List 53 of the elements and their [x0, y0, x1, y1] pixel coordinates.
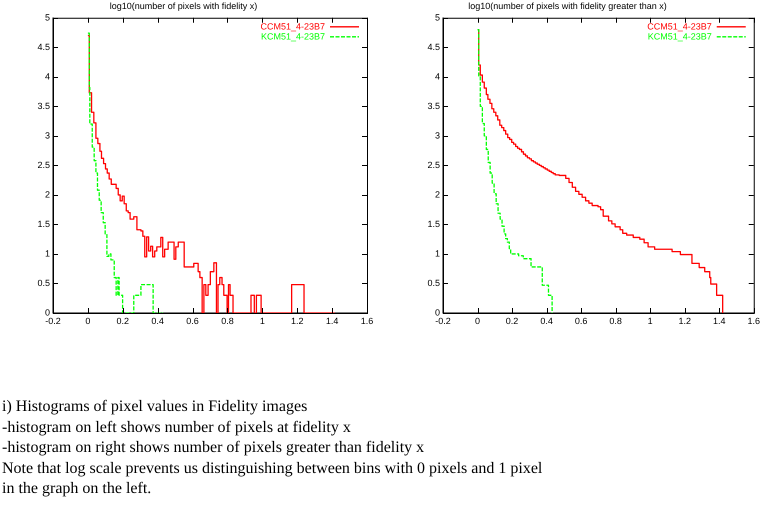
text: -histogram on right shows number of pixels greater than fidelity x: [2, 438, 426, 458]
x-tick-label: 0: [85, 316, 90, 326]
x-tick-label: -0.2: [435, 316, 451, 326]
y-tick-label: 5: [44, 12, 50, 22]
text: Note that log scale prevents us distinguishing between bins with 0 pixels and 1 pixel: [2, 458, 542, 478]
x-tick-label: 1.4: [326, 316, 338, 326]
y-tick-label: 1: [44, 248, 50, 258]
x-tick-label: 0.2: [506, 316, 518, 326]
y-tick-label: 4.5: [37, 42, 50, 52]
legend-label: KCM51_4-23B7: [648, 31, 712, 42]
y-tick-label: 2: [44, 189, 50, 200]
y-tick-label: 0.5: [37, 278, 50, 288]
legend-label: CCM51_4-23B7: [260, 21, 325, 32]
x-tick-label: 1.6: [747, 316, 760, 326]
x-tick-label: 1: [648, 316, 653, 326]
y-tick-label: 0.5: [427, 278, 440, 288]
text: -histogram on left shows number of pixels at fidelity x: [2, 418, 352, 438]
x-tick-label: 1.2: [290, 316, 304, 326]
y-tick-label: 0: [434, 307, 440, 318]
x-tick-label: 0.4: [151, 316, 164, 326]
chart-title: log10(number of pixels with fidelity greater than x): [468, 0, 667, 11]
y-tick-label: 3: [44, 130, 50, 140]
x-tick-label: 0.6: [186, 316, 199, 326]
x-tick-label: -0.2: [45, 316, 61, 326]
y-tick-label: 3.5: [427, 100, 440, 111]
y-tick-label: 0: [44, 307, 50, 318]
x-tick-label: 1.2: [678, 316, 691, 326]
y-tick-label: 1.5: [37, 218, 50, 229]
y-tick-label: 5: [434, 12, 440, 22]
text: in the graph on the left.: [2, 479, 152, 499]
x-tick-label: 0.6: [574, 316, 588, 326]
x-tick-label: 0.2: [116, 316, 130, 326]
chart-title: log10(number of pixels with fidelity x): [110, 0, 258, 11]
x-tick-label: 1.6: [360, 316, 374, 326]
y-tick-label: 4: [44, 71, 50, 82]
y-tick-label: 3: [434, 130, 440, 140]
x-tick-label: 1: [260, 316, 265, 326]
y-tick-label: 3.5: [37, 100, 50, 111]
y-tick-label: 2.5: [427, 160, 440, 170]
x-tick-label: 1.4: [712, 316, 726, 326]
y-tick-label: 1: [434, 248, 440, 258]
x-tick-label: 0.4: [540, 316, 553, 326]
legend-label: CCM51_4-23B7: [647, 21, 712, 32]
y-tick-label: 2.5: [37, 160, 50, 170]
y-tick-label: 4: [434, 71, 440, 82]
x-tick-label: 0.8: [609, 316, 622, 326]
x-tick-label: 0: [475, 316, 480, 326]
x-tick-label: 0.8: [221, 316, 234, 326]
y-tick-label: 4.5: [427, 42, 440, 52]
y-tick-label: 1.5: [427, 218, 440, 229]
y-tick-label: 2: [434, 189, 440, 200]
text: i) Histograms of pixel values in Fidelity images: [2, 397, 308, 417]
legend-label: KCM51_4-23B7: [260, 31, 325, 42]
